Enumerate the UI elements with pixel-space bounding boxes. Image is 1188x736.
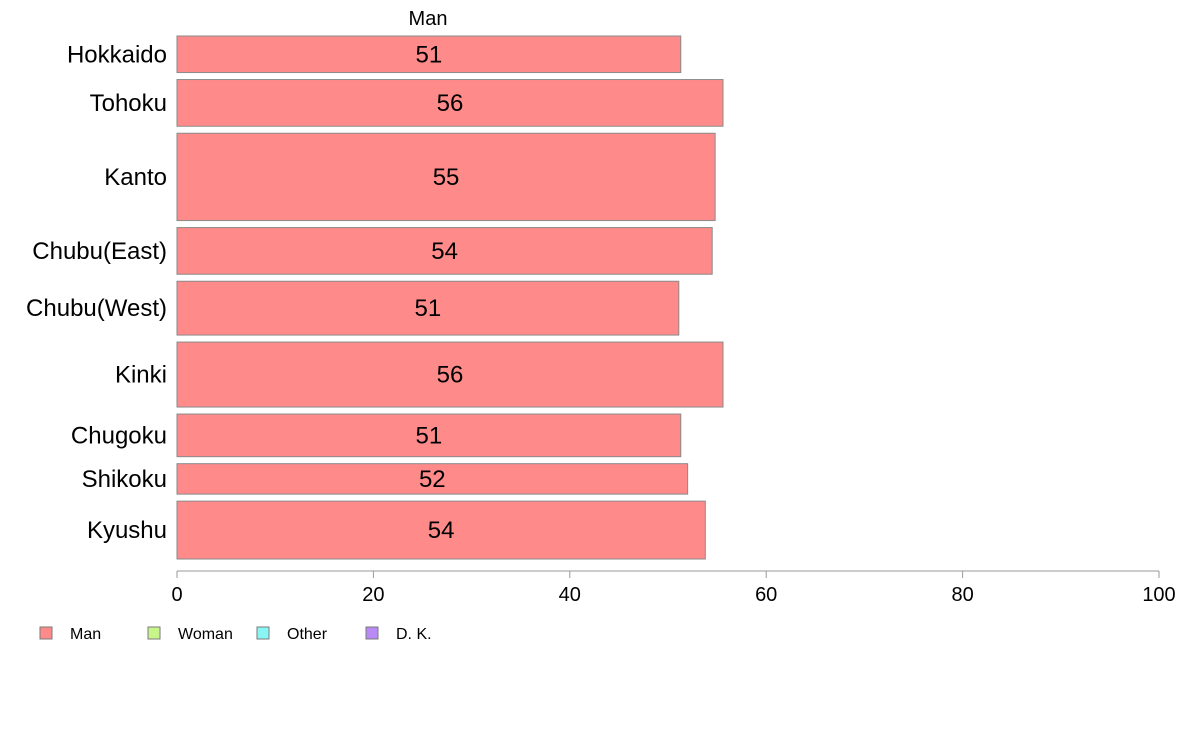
legend-label-man: Man <box>70 626 101 643</box>
x-tick-label: 20 <box>362 584 384 606</box>
bars: 51 56 55 54 51 56 51 52 54 <box>176 35 724 560</box>
legend-label-other: Other <box>287 626 328 643</box>
legend-label-woman: Woman <box>178 626 233 643</box>
bar-value-label: 51 <box>416 41 443 68</box>
category-label: Chubu(West) <box>26 295 167 322</box>
bar-value-label: 51 <box>415 295 442 322</box>
bar-kanto-man <box>176 132 716 222</box>
x-tick-label: 100 <box>1142 584 1175 606</box>
bar-value-label: 52 <box>419 466 446 493</box>
legend-swatch-woman <box>147 626 161 640</box>
bar-chubu-west--man <box>176 280 680 336</box>
legend-swatch-d-k <box>365 626 379 640</box>
bar-kyushu-man <box>176 500 706 560</box>
bar-value-label: 51 <box>416 422 443 449</box>
bar-shikoku-man <box>176 463 689 495</box>
x-tick-label: 60 <box>755 584 777 606</box>
x-tick-label: 80 <box>951 584 973 606</box>
category-label: Kyushu <box>87 517 167 544</box>
x-axis: 0 20 40 60 80 100 <box>171 570 1176 606</box>
bar-tohoku-man <box>176 79 724 127</box>
bar-chubu-east--man <box>176 227 713 275</box>
category-label: Chugoku <box>71 422 167 449</box>
bar-chugoku-man <box>176 413 682 458</box>
legend-swatch-man <box>39 626 53 640</box>
legend-label-d-k: D. K. <box>396 626 432 643</box>
bar-value-label: 55 <box>433 164 460 191</box>
bar-value-label: 56 <box>437 362 464 389</box>
bar-hokkaido-man <box>176 35 682 74</box>
category-label: Hokkaido <box>67 41 167 68</box>
x-tick-label: 0 <box>171 584 182 606</box>
category-label: Chubu(East) <box>32 238 167 265</box>
legend: Man Woman Other D. K. <box>39 626 432 643</box>
category-label: Kanto <box>104 164 167 191</box>
y-axis-labels: Hokkaido Tohoku Kanto Chubu(East) Chubu(West… <box>26 41 167 544</box>
x-tick-label: 40 <box>559 584 581 606</box>
bar-value-label: 56 <box>437 90 464 117</box>
bar-value-label: 54 <box>428 517 455 544</box>
category-label: Kinki <box>115 362 167 389</box>
bar-kinki-man <box>176 341 724 408</box>
series-header: Man <box>409 8 448 30</box>
legend-swatch-other <box>256 626 270 640</box>
bar-value-label: 54 <box>431 238 458 265</box>
category-label: Tohoku <box>90 90 167 117</box>
category-label: Shikoku <box>82 466 167 493</box>
